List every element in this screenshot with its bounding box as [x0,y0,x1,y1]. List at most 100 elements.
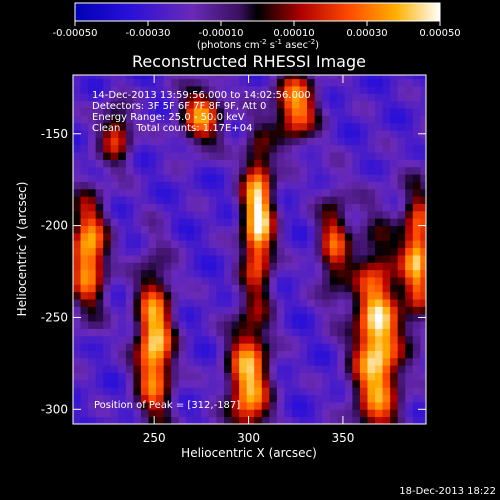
heatmap-cell [216,350,225,359]
heatmap-cell [231,350,240,359]
heatmap-cell [103,196,112,204]
heatmap-cell [375,144,383,153]
heatmap-cell [269,210,278,219]
heatmap-cell [231,240,240,249]
heatmap-cell [291,144,300,153]
heatmap-cell [163,196,172,204]
heatmap-cell [178,306,187,315]
heatmap-cell [276,240,285,249]
heatmap-cell [171,247,180,256]
heatmap-cell [239,196,248,204]
heatmap-cell [193,335,202,344]
heatmap-cell [103,203,112,212]
heatmap-cell [201,203,210,212]
heatmap-cell [193,387,202,396]
heatmap-cell [224,306,232,315]
heatmap-cell [276,284,285,293]
heatmap-cell [397,174,406,182]
heatmap-cell [276,218,285,227]
heatmap-cell [382,86,391,94]
heatmap-cell [344,284,353,293]
heatmap-cell [95,166,104,175]
heatmap-cell [148,137,157,146]
heatmap-cell [201,299,210,307]
heatmap-cell [73,269,81,278]
heatmap-cell [201,159,210,168]
heatmap-cell [239,262,248,271]
heatmap-cell [118,188,127,197]
heatmap-cell [397,416,406,424]
heatmap-cell [80,181,89,190]
heatmap-cell [239,122,248,131]
heatmap-cell [246,240,255,249]
heatmap-cell [163,262,172,271]
heatmap-cell [178,122,187,131]
heatmap-cell [307,394,316,403]
heatmap-cell [284,365,293,373]
heatmap-cell [148,262,157,271]
heatmap-cell [337,372,346,381]
heatmap-cell [276,387,285,396]
heatmap-cell [73,196,81,204]
heatmap-cell [359,115,368,124]
heatmap-cell [367,188,376,197]
heatmap-cell [118,225,127,234]
heatmap-cell [163,394,172,403]
heatmap-cell [299,255,308,263]
heatmap-cell [261,78,270,87]
heatmap-cell [322,122,331,131]
heatmap-cell [284,409,293,418]
heatmap-cell [140,225,149,234]
heatmap-cell [110,232,119,241]
heatmap-cell [163,313,172,322]
heatmap-cell [125,210,134,219]
heatmap-cell [412,115,421,124]
heatmap-cell [163,284,172,293]
heatmap-cell [148,277,157,285]
heatmap-cell [269,247,278,256]
heatmap-cell [344,416,353,424]
heatmap-cell [95,269,104,278]
heatmap-cell [261,159,270,168]
heatmap-cell [375,218,383,227]
heatmap-cell [337,284,346,293]
heatmap-cell [397,210,406,219]
heatmap-cell [103,350,112,359]
heatmap-cell [186,181,195,190]
heatmap-cell [186,247,195,256]
heatmap-cell [118,291,127,300]
heatmap-cell [171,75,180,80]
heatmap-cell [73,277,81,285]
heatmap-cell [329,350,338,359]
heatmap-cell [148,350,157,359]
heatmap-cell [322,262,331,271]
heatmap-cell [397,379,406,388]
heatmap-cell [322,321,331,329]
heatmap-cell [405,225,414,234]
heatmap-cell [80,188,89,197]
heatmap-cell [405,343,414,351]
heatmap-cell [148,343,157,351]
heatmap-cell [103,174,112,182]
colorbar-tick-label: 0.00030 [346,28,387,39]
heatmap-cell [405,277,414,285]
heatmap-cell [88,379,97,388]
heatmap-cell [193,115,202,124]
heatmap-cell [352,269,361,278]
heatmap-cell [307,335,316,344]
heatmap-cell [171,100,180,109]
heatmap-cell [178,218,187,227]
heatmap-cell [163,291,172,300]
heatmap-cell [95,86,104,94]
heatmap-cell [186,240,195,249]
heatmap-cell [110,240,119,249]
heatmap-cell [276,401,285,410]
colorbar-units-part: (photons cm [197,40,260,51]
heatmap-cell [133,166,142,175]
heatmap-cell [269,255,278,263]
heatmap-cell [314,262,323,271]
heatmap-cell [269,394,278,403]
heatmap-cell [291,166,300,175]
heatmap-cell [314,130,323,138]
